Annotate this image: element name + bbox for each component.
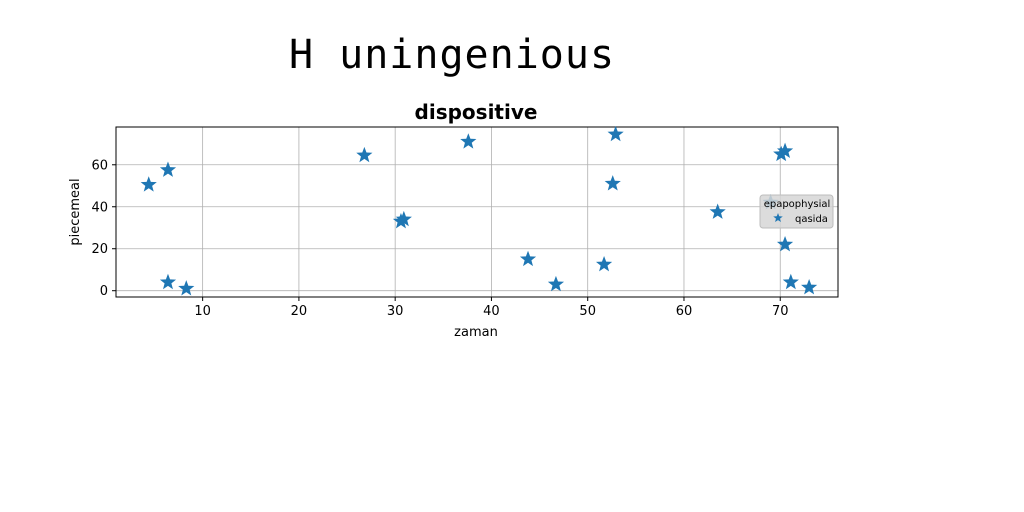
data-point-star <box>356 146 373 163</box>
data-point-star <box>178 280 195 296</box>
data-point-star <box>801 279 818 295</box>
data-point-star <box>773 145 790 162</box>
y-tick-label: 60 <box>91 158 108 173</box>
data-point-star <box>159 273 177 290</box>
data-point-star <box>395 210 412 227</box>
legend-entry-label: qasida <box>795 214 828 225</box>
data-point-star <box>159 161 177 177</box>
x-tick-label: 60 <box>676 304 693 319</box>
data-point-star <box>460 133 477 149</box>
x-tick-label: 40 <box>483 304 500 319</box>
legend: epapophysial qasida <box>759 194 834 229</box>
data-point-star <box>140 176 157 192</box>
figure-title: H uningenious <box>288 32 616 78</box>
chart-title: dispositive <box>415 100 538 124</box>
data-point-star <box>519 250 537 267</box>
data-point-star <box>595 255 613 272</box>
y-axis-label: piecemeal <box>68 178 83 245</box>
legend-star-mark <box>773 213 783 223</box>
data-point-star <box>604 175 621 191</box>
x-tick-label: 50 <box>579 304 596 319</box>
data-points <box>140 125 818 296</box>
y-tick-label: 40 <box>91 200 108 215</box>
x-tick-label: 30 <box>387 304 404 319</box>
legend-star-icon <box>773 213 783 223</box>
x-axis-label: zaman <box>454 325 498 340</box>
y-tick-label: 0 <box>100 284 108 299</box>
data-point-star <box>782 273 799 290</box>
data-point-star <box>776 236 794 252</box>
plot-frame <box>115 126 839 298</box>
grid <box>116 127 838 297</box>
data-point-star <box>709 203 726 219</box>
data-point-star <box>547 275 565 292</box>
legend-title: epapophysial <box>764 199 831 210</box>
x-tick-label: 20 <box>291 304 308 319</box>
axis-ticks: 10 20 30 40 50 60 70 0 20 40 60 <box>91 158 788 319</box>
x-tick-label: 10 <box>194 304 211 319</box>
data-point-star <box>776 142 794 159</box>
data-point-star <box>607 125 624 142</box>
x-tick-label: 70 <box>772 304 789 319</box>
y-tick-label: 20 <box>91 242 108 257</box>
